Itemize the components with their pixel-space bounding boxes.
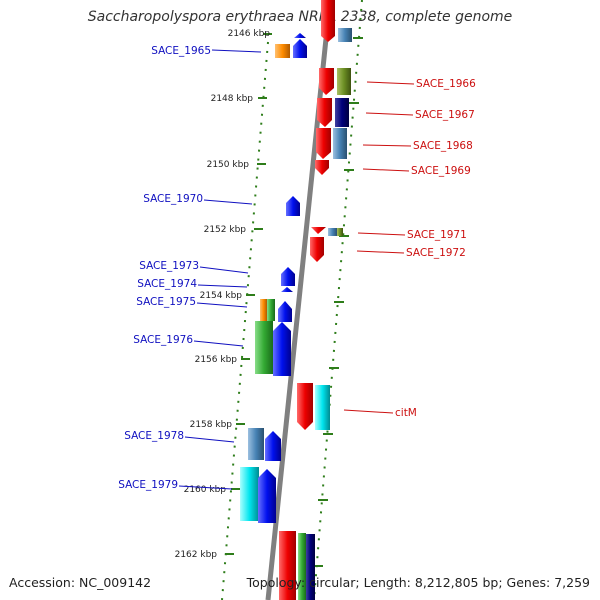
gene-label-sace-1978[interactable]: SACE_1978 [124,430,184,442]
gene-steelblue-block[interactable] [248,428,264,460]
gene-label-sace-1968[interactable]: SACE_1968 [413,140,473,152]
gene-red-arrow[interactable] [297,383,313,430]
label-leader-line [184,436,235,443]
gene-red-arrow[interactable] [319,68,334,95]
gene-label-sace-1966[interactable]: SACE_1966 [416,78,476,90]
gene-navy-block[interactable] [335,98,349,127]
kbp-label: 2158 kbp [190,420,233,430]
reverse-strand-genes [279,0,352,600]
gene-green-block[interactable] [255,321,273,374]
left-dotted-boundary [221,41,269,600]
gene-orange-block[interactable] [260,299,267,321]
gene-steelblue-block[interactable] [333,128,347,159]
gene-label-sace-1979[interactable]: SACE_1979 [118,479,178,491]
gene-blue-arrow[interactable] [294,33,306,38]
gene-green-block[interactable] [267,299,275,321]
gene-label-sace-1970[interactable]: SACE_1970 [143,193,203,205]
forward-strand-genes [240,33,307,523]
kbp-label: 2154 kbp [200,291,243,301]
topology-summary: Topology: circular; Length: 8,212,805 bp… [246,575,590,590]
label-leader-line [211,49,262,53]
gene-label-sace-1967[interactable]: SACE_1967 [415,109,475,121]
label-leader-line [203,199,253,205]
gene-label-sace-1965[interactable]: SACE_1965 [151,45,211,57]
label-leader-line [193,340,244,347]
gene-label-citm[interactable]: citM [395,407,417,419]
gene-red-block[interactable] [279,531,296,600]
gene-red-arrow[interactable] [315,160,329,175]
gene-label-sace-1969[interactable]: SACE_1969 [411,165,471,177]
label-leader-line [356,250,405,254]
gene-red-arrow[interactable] [311,227,326,234]
label-leader-line [197,284,248,288]
label-leader-line [365,112,414,116]
gene-blue-arrow[interactable] [281,267,295,286]
gene-label-sace-1971[interactable]: SACE_1971 [407,229,467,241]
kbp-label: 2156 kbp [195,355,238,365]
gene-red-arrow[interactable] [316,128,331,159]
gene-cyan-block[interactable] [240,467,259,521]
label-leader-line [366,81,415,85]
gene-navy-block[interactable] [306,534,315,600]
label-leader-line [362,144,412,147]
gene-label-sace-1974[interactable]: SACE_1974 [137,278,197,290]
label-leader-line [362,168,410,172]
gene-blue-arrow[interactable] [286,196,300,216]
kbp-label: 2160 kbp [184,485,227,495]
right-dotted-boundary [313,0,363,600]
gene-red-arrow[interactable] [317,98,332,127]
gene-label-sace-1973[interactable]: SACE_1973 [139,260,199,272]
gene-blue-arrow[interactable] [265,431,281,461]
gene-label-sace-1972[interactable]: SACE_1972 [406,247,466,259]
gene-steelblue-block[interactable] [328,228,337,236]
kbp-label: 2150 kbp [207,160,250,170]
label-leader-line [357,232,406,236]
gene-blue-arrow[interactable] [281,287,293,292]
label-leader-line [343,409,394,414]
genome-backbone [265,0,333,600]
gene-steelblue-block[interactable] [338,28,352,42]
major-ticks [225,33,363,567]
gene-red-arrow[interactable] [310,237,324,262]
gene-green-block[interactable] [298,533,306,600]
gene-label-sace-1975[interactable]: SACE_1975 [136,296,196,308]
map-title: Saccharopolyspora erythraea NRRL 2338, c… [87,9,513,25]
accession-text: Accession: NC_009142 [9,575,152,590]
kbp-label: 2152 kbp [204,225,247,235]
label-leader-line [199,266,249,274]
gene-olive-block[interactable] [337,228,343,236]
gene-red-arrow[interactable] [321,0,335,42]
gene-olive-block[interactable] [337,68,351,95]
label-leader-line [178,485,233,490]
gene-orange-block[interactable] [275,44,290,58]
label-leader-line [196,302,248,308]
gene-blue-arrow[interactable] [258,469,276,523]
kbp-label: 2146 kbp [228,29,271,39]
kbp-label: 2148 kbp [211,94,254,104]
gene-cyan-block[interactable] [315,385,330,430]
kbp-label: 2162 kbp [175,550,218,560]
gene-blue-arrow[interactable] [293,39,307,58]
gene-label-sace-1976[interactable]: SACE_1976 [133,334,193,346]
gene-blue-arrow[interactable] [273,322,291,376]
gene-blue-arrow[interactable] [278,301,292,322]
